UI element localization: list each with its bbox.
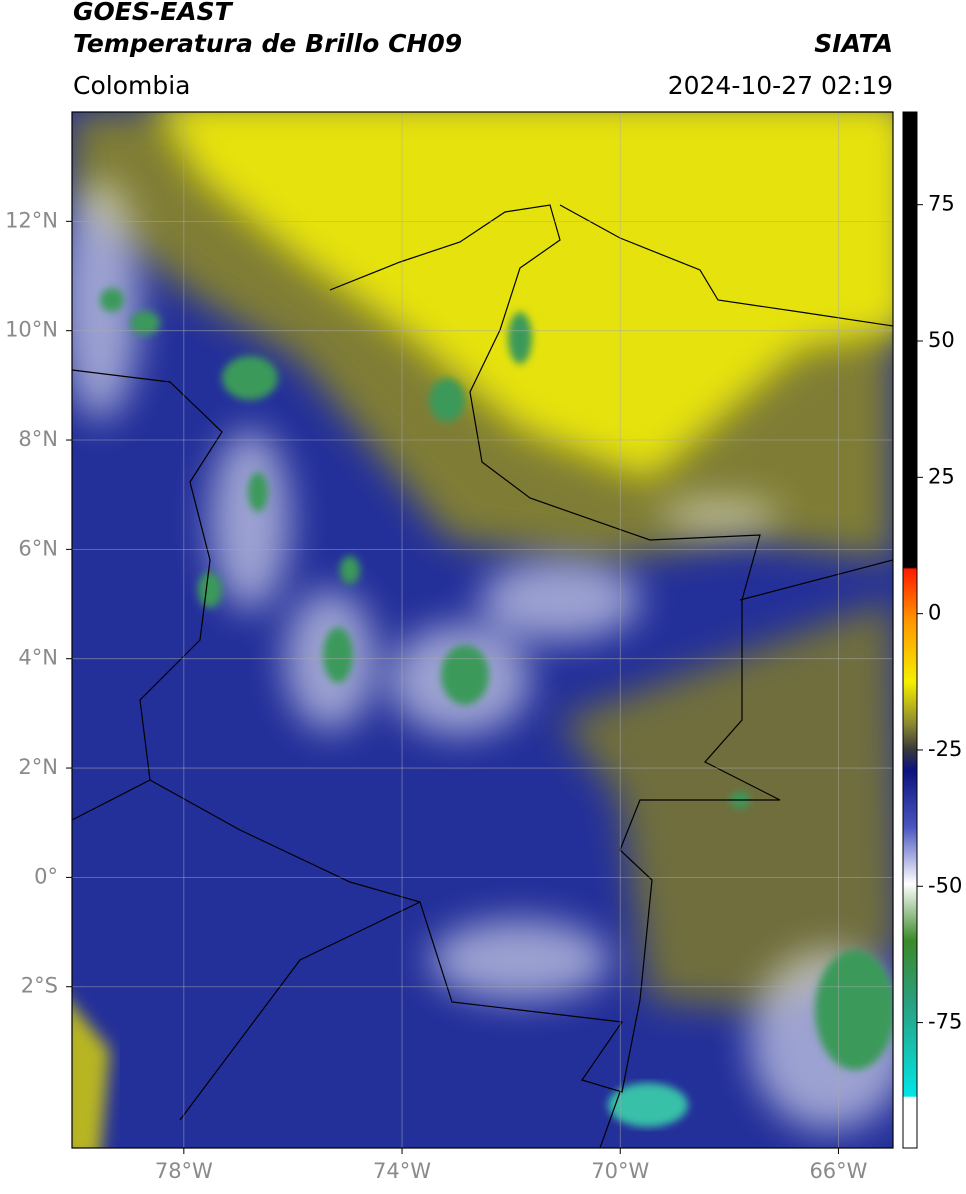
lat-label: 0°	[34, 864, 58, 888]
colorbar	[902, 111, 918, 1149]
lon-label: 78°W	[155, 1159, 213, 1183]
colorbar-label: 0	[928, 601, 941, 625]
region: Colombia	[73, 71, 190, 100]
colorbar-label: -75	[928, 1010, 962, 1034]
graticule	[66, 112, 893, 1154]
datetime: 2024-10-27 02:19	[668, 71, 893, 100]
source: SIATA	[814, 29, 893, 58]
lat-label: 2°N	[18, 755, 58, 779]
lon-label: 74°W	[373, 1159, 431, 1183]
lat-label: 2°S	[21, 974, 58, 998]
lat-label: 6°N	[18, 536, 58, 560]
colorbar-label: 50	[928, 328, 955, 352]
satellite-image	[72, 112, 893, 1148]
lon-label: 66°W	[809, 1159, 867, 1183]
title: GOES-EAST	[73, 0, 234, 26]
subtitle: Temperatura de Brillo CH09	[73, 29, 462, 58]
lat-label: 10°N	[5, 318, 58, 342]
labels: 78°W 74°W 70°W 66°W 12°N 10°N 8°N 6°N 4°N 2°N 0° 2°…	[5, 192, 962, 1183]
lat-label: 12°N	[5, 208, 58, 232]
colorbar-label: 75	[928, 192, 955, 216]
map-frame	[71, 111, 894, 1149]
lon-label: 70°W	[591, 1159, 649, 1183]
lat-label: 4°N	[18, 646, 58, 670]
colorbar-label: -25	[928, 737, 962, 761]
colorbar-label: -50	[928, 873, 962, 897]
colorbar-label: 25	[928, 464, 955, 488]
lat-label: 8°N	[18, 427, 58, 451]
